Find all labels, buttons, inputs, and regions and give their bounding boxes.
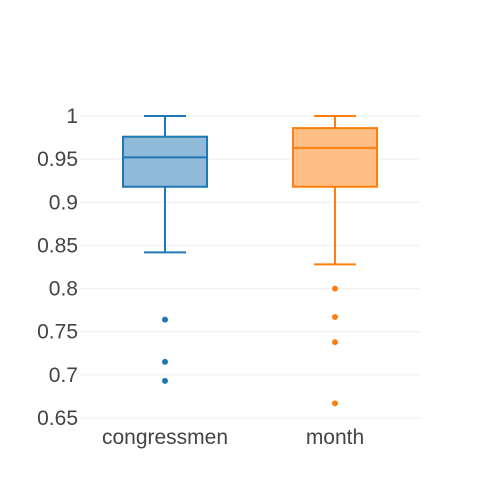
y-tick-label: 0.85 [37, 234, 78, 257]
outlier-point [332, 339, 338, 346]
outlier-point [162, 377, 168, 384]
y-tick-label: 0.95 [37, 148, 78, 171]
y-tick-label: 0.75 [37, 321, 78, 344]
x-category-label: congressmen [102, 426, 228, 449]
iqr-box [122, 135, 208, 188]
outlier-point [332, 400, 338, 407]
y-tick-label: 0.65 [37, 407, 78, 430]
x-category-label: month [306, 426, 364, 449]
x-axis-category-labels: congressmen month [102, 426, 364, 449]
iqr-box [292, 127, 378, 188]
outlier-point [332, 314, 338, 321]
outlier-point [162, 358, 168, 365]
box-series [122, 115, 378, 407]
y-tick-label: 0.8 [49, 278, 78, 301]
y-axis-tick-labels: 0.65 0.7 0.75 0.8 0.85 0.9 0.95 1 [37, 105, 78, 430]
outlier-point [162, 316, 168, 323]
y-tick-label: 0.7 [49, 364, 78, 387]
box-month [292, 115, 378, 407]
y-tick-label: 0.9 [49, 191, 78, 214]
y-tick-label: 1 [66, 105, 78, 128]
outlier-point [332, 285, 338, 292]
box-congressmen [122, 115, 208, 384]
